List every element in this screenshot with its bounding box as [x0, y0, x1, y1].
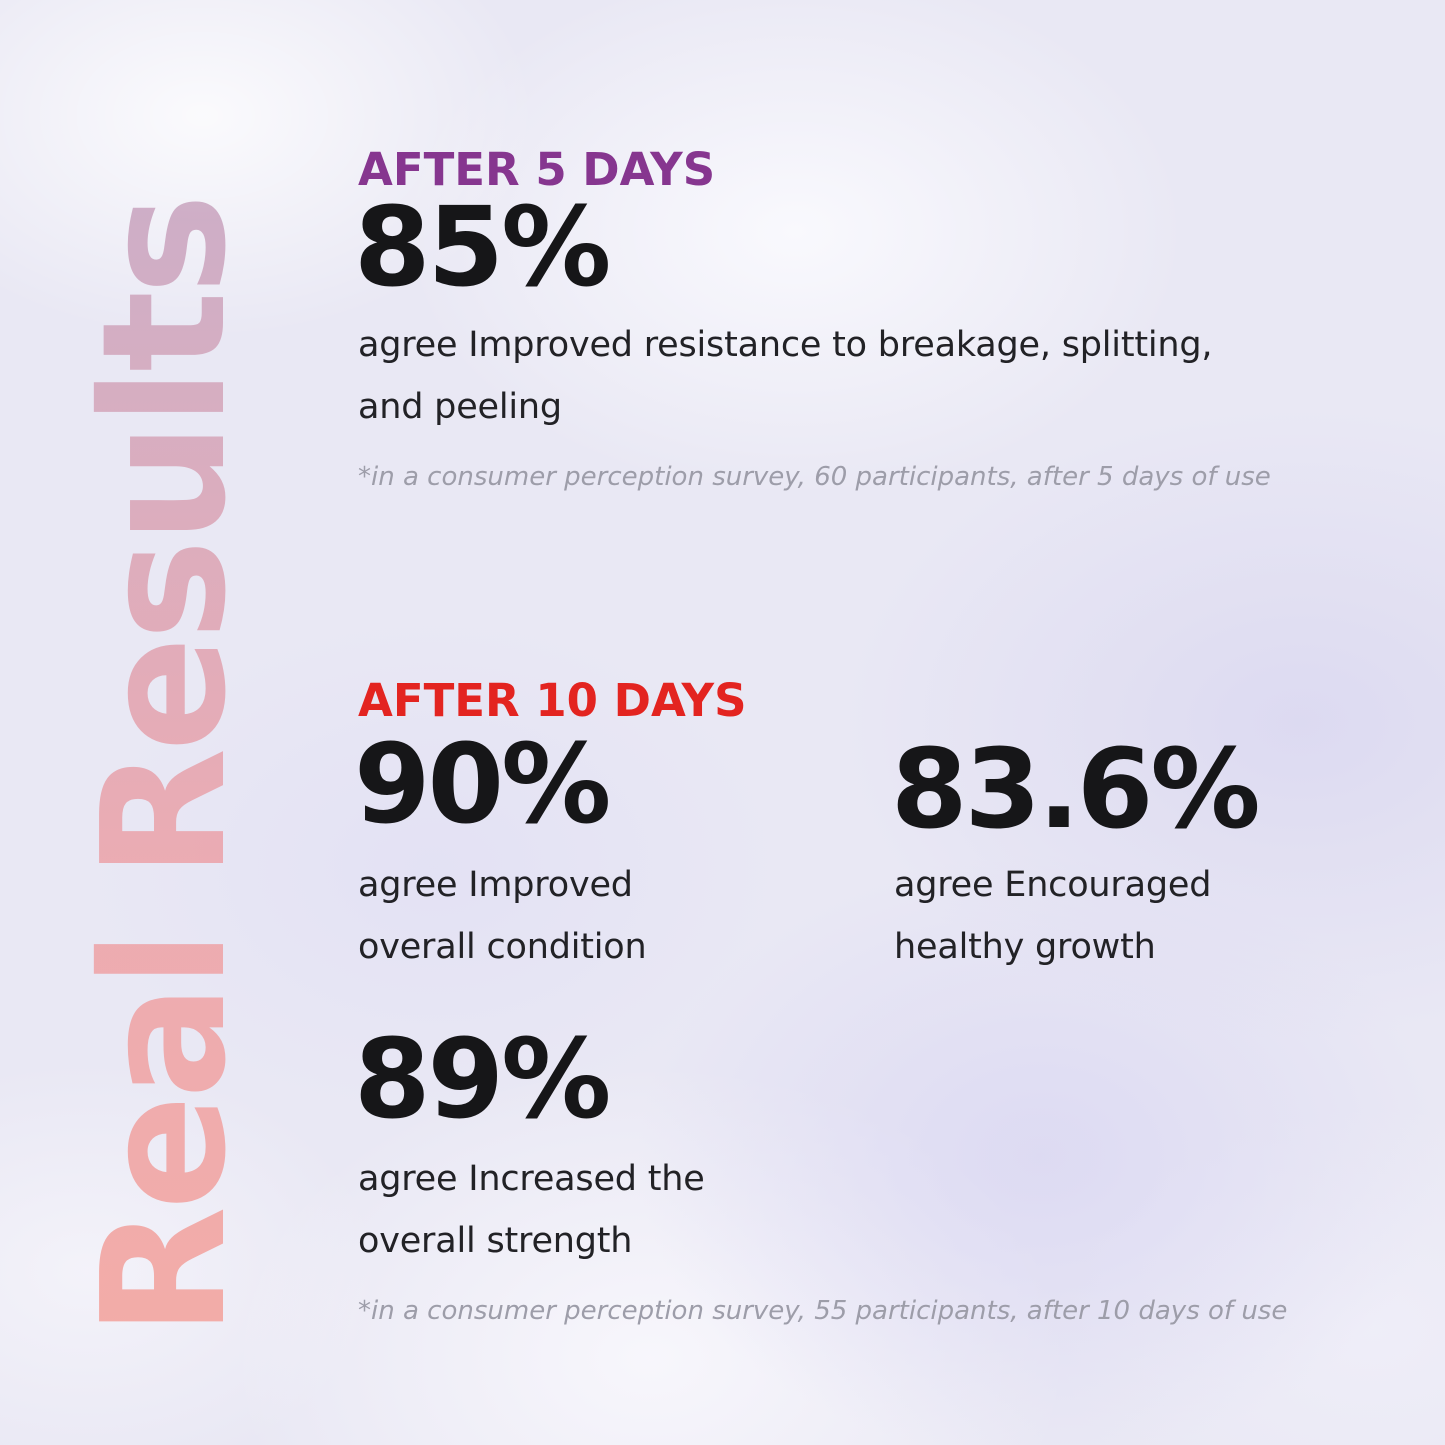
after-5-days-heading: AFTER 5 DAYS [358, 143, 716, 197]
stat-description-85-percent: agree Improved resistance to breakage, s… [358, 325, 1213, 427]
stat-value-85-percent: 85% [354, 183, 611, 311]
stat-description-83-6-percent: agree Encouraged healthy growth [894, 865, 1212, 967]
survey-footnote-5-days: *in a consumer perception survey, 60 par… [358, 462, 1271, 492]
survey-footnote-10-days: *in a consumer perception survey, 55 par… [358, 1296, 1288, 1326]
stat-value-90-percent: 90% [354, 720, 611, 848]
stat-value-89-percent: 89% [354, 1015, 611, 1143]
after-10-days-heading: AFTER 10 DAYS [358, 674, 747, 728]
stat-description-90-percent: agree Improved overall condition [358, 865, 647, 967]
stat-value-83-6-percent: 83.6% [891, 725, 1261, 853]
vertical-title: Real Results [66, 75, 264, 1337]
stat-description-89-percent: agree Increased the overall strength [358, 1159, 705, 1261]
